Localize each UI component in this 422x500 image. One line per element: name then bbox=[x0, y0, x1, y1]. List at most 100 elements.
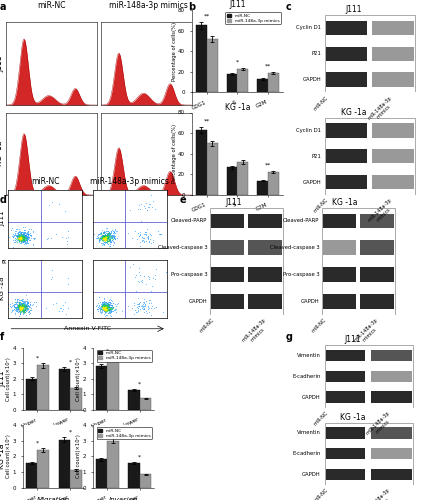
Text: miR-148a-3p
mimics: miR-148a-3p mimics bbox=[365, 410, 395, 440]
Point bbox=[20, 228, 27, 236]
Point bbox=[102, 299, 109, 307]
Point bbox=[105, 306, 111, 314]
Bar bbox=[323, 214, 355, 228]
Point bbox=[139, 276, 146, 284]
Point bbox=[20, 308, 27, 316]
Point bbox=[25, 230, 32, 238]
Point bbox=[107, 228, 114, 236]
Point bbox=[17, 306, 24, 314]
Point bbox=[101, 301, 108, 309]
Point bbox=[24, 306, 31, 314]
Point bbox=[25, 233, 32, 241]
Point bbox=[106, 230, 113, 238]
Point bbox=[16, 306, 23, 314]
Point bbox=[62, 234, 69, 242]
Point bbox=[157, 230, 164, 238]
Point bbox=[14, 302, 20, 310]
Point bbox=[100, 234, 107, 242]
Point bbox=[104, 231, 111, 239]
Point bbox=[26, 307, 32, 315]
Point bbox=[107, 303, 114, 311]
Point bbox=[103, 224, 110, 232]
Point bbox=[16, 230, 23, 237]
Point bbox=[28, 306, 35, 314]
Point bbox=[24, 238, 30, 246]
Point bbox=[101, 235, 108, 243]
Point bbox=[131, 299, 138, 307]
Point bbox=[19, 305, 26, 313]
Point bbox=[20, 232, 27, 239]
Point bbox=[12, 295, 19, 303]
Bar bbox=[38, 366, 49, 410]
Point bbox=[16, 236, 22, 244]
Point bbox=[16, 236, 22, 244]
Point bbox=[108, 304, 114, 312]
Point bbox=[59, 306, 66, 314]
Point bbox=[14, 231, 20, 239]
Point bbox=[19, 301, 25, 309]
Point bbox=[25, 298, 32, 306]
Point bbox=[99, 300, 106, 308]
Point bbox=[20, 230, 27, 238]
Point bbox=[137, 205, 143, 213]
Point bbox=[16, 299, 23, 307]
Bar bbox=[268, 172, 279, 195]
Point bbox=[21, 308, 28, 316]
Point bbox=[149, 197, 156, 205]
Point bbox=[24, 231, 31, 239]
Point bbox=[8, 232, 15, 240]
Point bbox=[19, 234, 25, 242]
Point bbox=[16, 300, 23, 308]
Point bbox=[18, 307, 25, 315]
Point bbox=[22, 239, 29, 247]
Point bbox=[139, 234, 146, 242]
Point bbox=[108, 307, 115, 315]
Point bbox=[146, 237, 152, 245]
Point bbox=[19, 304, 25, 312]
Point bbox=[17, 304, 24, 312]
Point bbox=[23, 232, 30, 240]
Point bbox=[102, 302, 109, 310]
Point bbox=[111, 228, 117, 235]
Point bbox=[100, 232, 107, 240]
Point bbox=[15, 305, 22, 313]
Point bbox=[18, 302, 25, 310]
Point bbox=[24, 244, 31, 252]
Point bbox=[11, 305, 17, 313]
Point bbox=[17, 236, 24, 244]
Point bbox=[20, 300, 27, 308]
Point bbox=[19, 299, 25, 307]
Point bbox=[21, 298, 27, 306]
Point bbox=[19, 231, 25, 239]
Point bbox=[100, 232, 106, 240]
Point bbox=[105, 308, 111, 316]
Point bbox=[106, 306, 113, 314]
Point bbox=[98, 233, 105, 241]
Point bbox=[30, 228, 37, 235]
Point bbox=[107, 300, 114, 308]
Point bbox=[20, 231, 27, 239]
Point bbox=[103, 238, 110, 246]
Point bbox=[24, 230, 31, 238]
Point bbox=[16, 306, 23, 314]
Point bbox=[106, 300, 113, 308]
Point bbox=[14, 307, 21, 315]
Point bbox=[20, 234, 27, 241]
Point bbox=[19, 236, 26, 244]
Point bbox=[16, 232, 23, 239]
Point bbox=[135, 302, 142, 310]
Point bbox=[21, 234, 27, 242]
Point bbox=[101, 234, 108, 242]
Point bbox=[103, 306, 109, 314]
Point bbox=[135, 264, 142, 272]
Point bbox=[17, 306, 24, 314]
Point bbox=[103, 306, 110, 314]
Point bbox=[100, 304, 107, 312]
Point bbox=[19, 232, 26, 240]
Point bbox=[111, 230, 118, 238]
Point bbox=[101, 314, 108, 322]
Point bbox=[16, 298, 22, 306]
Point bbox=[16, 308, 23, 316]
Point bbox=[16, 234, 22, 241]
Point bbox=[112, 227, 119, 235]
